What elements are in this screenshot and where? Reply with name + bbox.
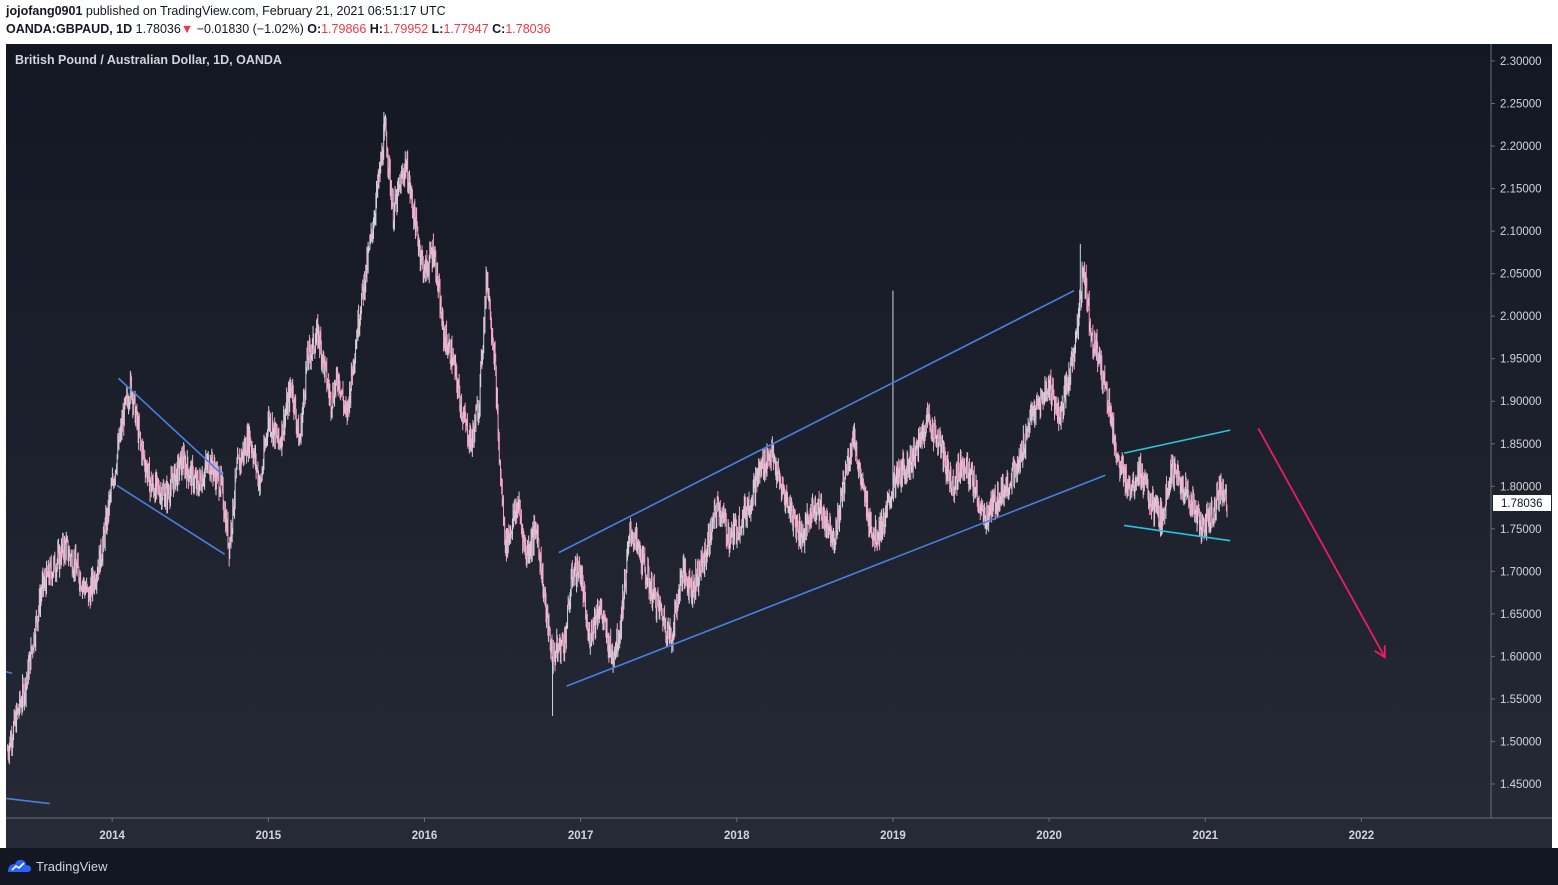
time-tick-label: 2018 (724, 830, 750, 842)
low-value: 1.77947 (443, 22, 489, 36)
chart-title: British Pound / Australian Dollar, 1D, O… (15, 53, 282, 67)
drawings-layer[interactable] (6, 289, 1386, 805)
open-label: O: (307, 22, 322, 36)
trendline (116, 484, 226, 556)
time-tick-label: 2022 (1349, 830, 1375, 842)
publish-info: jojofang0901 published on TradingView.co… (6, 4, 446, 18)
time-axis[interactable]: 2014 2015 2016 2017 2018 2019 2020 2021 2022 (99, 818, 1374, 842)
last-price-tag-text: 1.78036 (1501, 498, 1543, 510)
time-tick-label: 2019 (880, 830, 906, 842)
price-tick-label: 2.15000 (1500, 184, 1542, 196)
arrow-head-icon (1374, 645, 1386, 659)
trendline (566, 474, 1106, 687)
price-change: −0.01830 (−1.02%) (196, 22, 304, 36)
high-value: 1.79952 (382, 22, 429, 36)
price-tick-label: 2.00000 (1500, 311, 1542, 323)
time-tick-label: 2014 (99, 830, 125, 842)
price-tick-label: 2.25000 (1500, 99, 1542, 111)
trendline (117, 377, 224, 476)
price-tick-label: 1.60000 (1500, 651, 1542, 663)
trendline (6, 797, 50, 805)
brand-name: TradingView (36, 858, 108, 874)
price-tick-label: 1.65000 (1500, 609, 1542, 621)
footer: TradingView (0, 848, 1558, 885)
low-label: L: (431, 22, 444, 36)
price-tick-label: 2.05000 (1500, 269, 1542, 281)
time-tick-label: 2020 (1036, 830, 1062, 842)
time-tick-label: 2015 (256, 830, 282, 842)
down-arrow-icon: ▼ (180, 22, 194, 36)
symbol-name: OANDA:GBPAUD, 1D (6, 22, 133, 36)
price-tick-label: 2.20000 (1500, 141, 1542, 153)
open-value: 1.79866 (321, 22, 367, 36)
tradingview-logo-icon (8, 859, 31, 872)
price-tick-label: 1.80000 (1500, 481, 1542, 493)
author-name[interactable]: jojofang0901 (6, 4, 83, 18)
trendline (6, 670, 13, 675)
chart-background (6, 44, 1552, 848)
time-tick-label: 2017 (568, 830, 594, 842)
last-price-tag: 1.78036 (1493, 494, 1551, 511)
price-tick-label: 1.70000 (1500, 566, 1542, 578)
last-price: 1.78036 (135, 22, 181, 36)
price-tick-label: 2.30000 (1500, 56, 1542, 68)
price-tick-label: 1.45000 (1500, 779, 1542, 791)
price-axis[interactable]: 2.30000 2.25000 2.20000 2.15000 2.10000 2.050… (1491, 56, 1542, 791)
price-tick-label: 1.95000 (1500, 354, 1542, 366)
trendline (1123, 429, 1231, 454)
price-chart[interactable]: British Pound / Australian Dollar, 1D, O… (6, 44, 1552, 848)
tradingview-brand[interactable]: TradingView (6, 858, 108, 874)
publish-header: jojofang0901 published on TradingView.co… (0, 0, 1558, 44)
time-tick-label: 2016 (412, 830, 438, 842)
candles-layer (7, 112, 1228, 765)
price-tick-label: 1.85000 (1500, 439, 1542, 451)
close-label: C: (492, 22, 506, 36)
time-tick-label: 2021 (1192, 830, 1218, 842)
price-tick-label: 1.90000 (1500, 396, 1542, 408)
close-value: 1.78036 (505, 22, 551, 36)
price-tick-label: 1.75000 (1500, 524, 1542, 536)
forecast-arrow (1257, 428, 1386, 658)
price-tick-label: 1.55000 (1500, 694, 1542, 706)
last-price-tag-box (1493, 494, 1551, 511)
trendline (1123, 524, 1231, 542)
price-tick-label: 1.50000 (1500, 736, 1542, 748)
published-text: published on TradingView.com, February 2… (85, 4, 446, 18)
high-label: H: (369, 22, 383, 36)
trendline (558, 289, 1075, 554)
chart-area[interactable]: British Pound / Australian Dollar, 1D, O… (6, 44, 1552, 848)
symbol-info: OANDA:GBPAUD, 1D 1.78036▼ −0.01830 (−1.0… (6, 22, 551, 36)
price-tick-label: 2.10000 (1500, 226, 1542, 238)
